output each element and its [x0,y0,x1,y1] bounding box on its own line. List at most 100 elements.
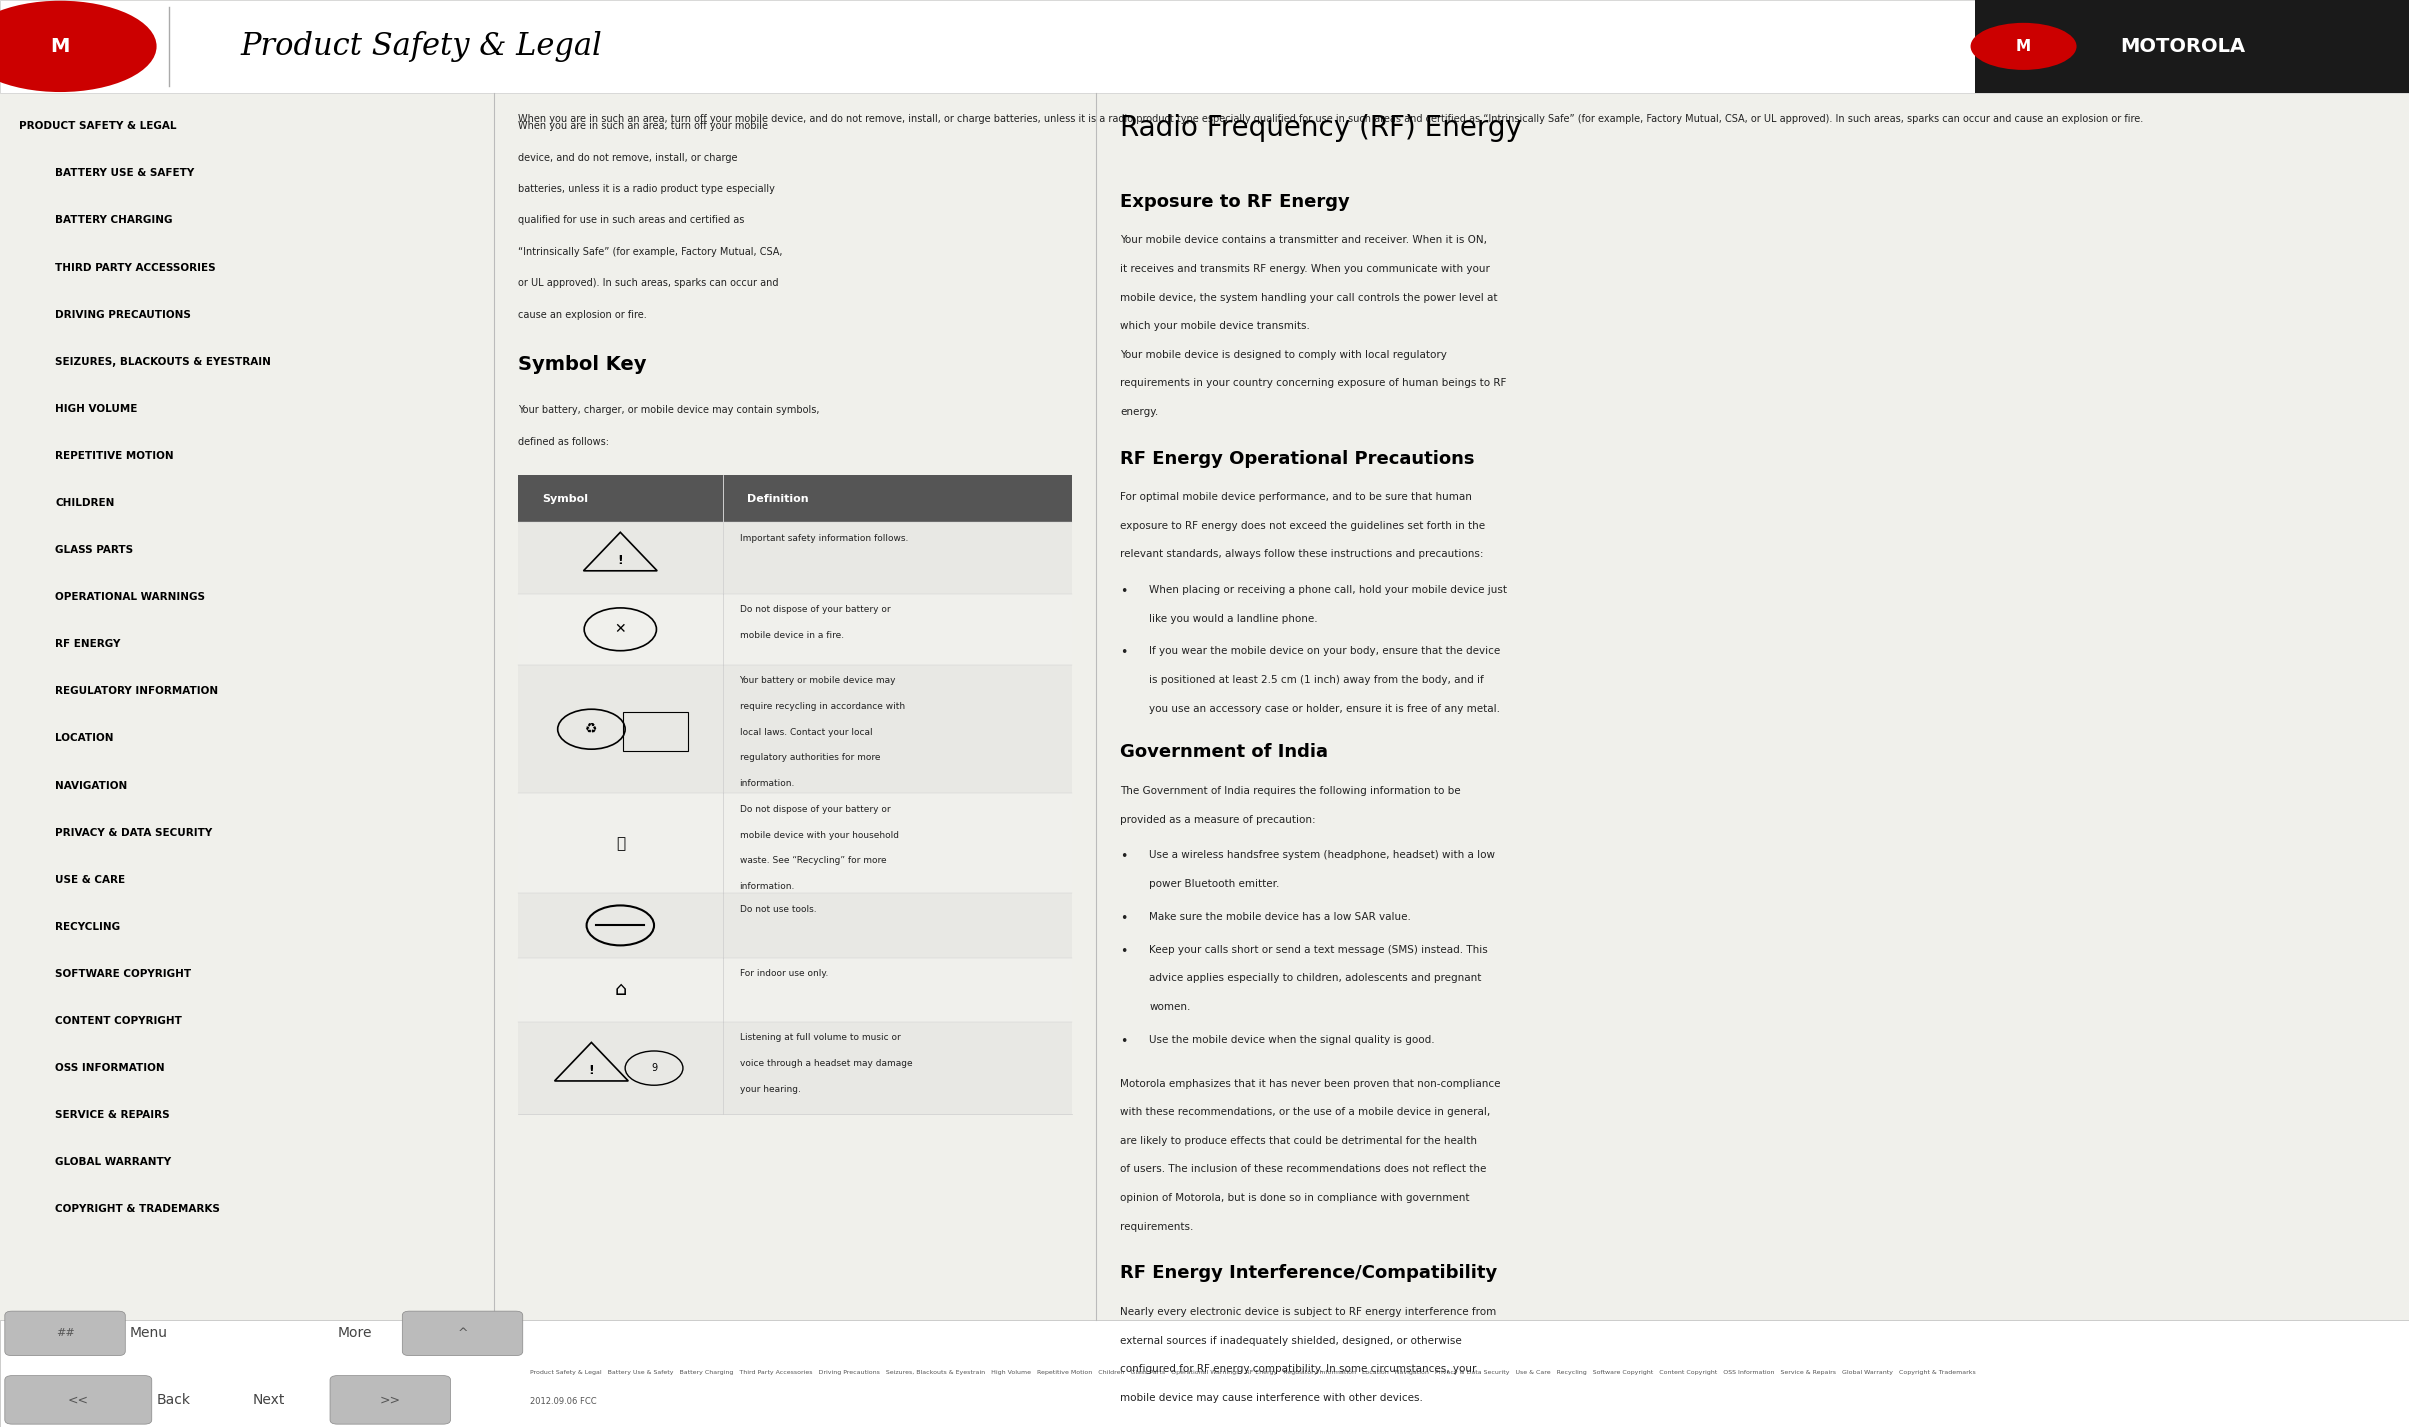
Text: RESTRICTED: RESTRICTED [985,291,1183,422]
Text: ^: ^ [458,1327,467,1340]
Text: it receives and transmits RF energy. When you communicate with your: it receives and transmits RF energy. Whe… [1120,264,1491,274]
Text: When you are in such an area, turn off your mobile device, and do not remove, in: When you are in such an area, turn off y… [518,114,2144,124]
Text: Product Safety & Legal: Product Safety & Legal [241,31,602,61]
Text: 9: 9 [650,1063,658,1073]
Ellipse shape [1971,23,2077,70]
Text: Do not use tools.: Do not use tools. [740,905,817,913]
Text: More: More [337,1326,371,1340]
Text: Motorola emphasizes that it has never been proven that non-compliance: Motorola emphasizes that it has never be… [1120,1079,1501,1089]
Text: CONFIDENTIAL: CONFIDENTIAL [2052,709,2284,860]
Text: •: • [1120,850,1127,863]
Text: ##: ## [55,1329,75,1339]
Bar [518,594,1072,665]
Text: RESTRICTED: RESTRICTED [2069,291,2267,422]
Text: •: • [1120,945,1127,958]
Text: Your mobile device contains a transmitter and receiver. When it is ON,: Your mobile device contains a transmitte… [1120,235,1486,245]
Text: RESTRICTED: RESTRICTED [263,291,460,422]
Text: THIRD PARTY ACCESSORIES: THIRD PARTY ACCESSORIES [55,263,217,273]
Text: Back: Back [157,1393,190,1407]
Text: provided as a measure of precaution:: provided as a measure of precaution: [1120,815,1315,825]
Text: mobile device, the system handling your call controls the power level at: mobile device, the system handling your … [1120,293,1498,303]
Text: CONFIDENTIAL: CONFIDENTIAL [1691,709,1922,860]
Text: MOTOROLA: MOTOROLA [993,509,1176,632]
Text: Important safety information follows.: Important safety information follows. [740,534,908,542]
Text: RESTRICTED: RESTRICTED [1347,291,1544,422]
Text: !: ! [588,1065,595,1077]
Text: defined as follows:: defined as follows: [518,437,609,447]
Text: MOTOROLA: MOTOROLA [2077,509,2260,632]
Text: RF ENERGY: RF ENERGY [55,639,120,649]
Text: regulatory authorities for more: regulatory authorities for more [740,753,879,762]
Text: The Government of India requires the following information to be: The Government of India requires the fol… [1120,786,1460,796]
Text: CONFIDENTIAL: CONFIDENTIAL [246,709,477,860]
Bar [0,0,2409,93]
Bar [518,793,1072,893]
Text: Your battery or mobile device may: Your battery or mobile device may [740,676,896,685]
Text: •: • [1120,585,1127,598]
Text: mobile device with your household: mobile device with your household [740,831,899,839]
Text: CONFIDENTIAL: CONFIDENTIAL [968,709,1200,860]
Text: DRIVING PRECAUTIONS: DRIVING PRECAUTIONS [55,310,190,320]
Text: RESTRICTED: RESTRICTED [624,291,821,422]
Text: REGULATORY INFORMATION: REGULATORY INFORMATION [55,686,219,696]
Text: require recycling in accordance with: require recycling in accordance with [740,702,906,711]
Text: Your battery, charger, or mobile device may contain symbols,: Your battery, charger, or mobile device … [518,405,819,415]
Text: device, and do not remove, install, or charge: device, and do not remove, install, or c… [518,153,737,163]
Text: batteries, unless it is a radio product type especially: batteries, unless it is a radio product … [518,184,776,194]
Text: Keep your calls short or send a text message (SMS) instead. This: Keep your calls short or send a text mes… [1149,945,1489,955]
Text: GLOBAL WARRANTY: GLOBAL WARRANTY [55,1157,171,1167]
Text: >>: >> [381,1393,400,1407]
Bar [518,522,1072,594]
Bar [518,958,1072,1022]
Text: you use an accessory case or holder, ensure it is free of any metal.: you use an accessory case or holder, ens… [1149,704,1501,714]
Bar [518,1022,1072,1114]
Text: •: • [1120,646,1127,659]
Bar [518,475,1072,522]
Text: women.: women. [1149,1002,1190,1012]
Text: Symbol: Symbol [542,494,588,504]
Text: BATTERY USE & SAFETY: BATTERY USE & SAFETY [55,168,195,178]
Text: is positioned at least 2.5 cm (1 inch) away from the body, and if: is positioned at least 2.5 cm (1 inch) a… [1149,675,1484,685]
Text: ⌂: ⌂ [614,980,626,999]
Text: MOTOROLA: MOTOROLA [1354,509,1537,632]
Text: qualified for use in such areas and certified as: qualified for use in such areas and cert… [518,215,744,225]
Text: SEIZURES, BLACKOUTS & EYESTRAIN: SEIZURES, BLACKOUTS & EYESTRAIN [55,357,272,367]
Text: CONTENT COPYRIGHT: CONTENT COPYRIGHT [55,1016,183,1026]
Text: MOTOROLA: MOTOROLA [2120,37,2245,56]
Text: BATTERY CHARGING: BATTERY CHARGING [55,215,173,225]
Text: exposure to RF energy does not exceed the guidelines set forth in the: exposure to RF energy does not exceed th… [1120,521,1486,531]
Text: Use the mobile device when the signal quality is good.: Use the mobile device when the signal qu… [1149,1035,1436,1045]
Bar [1975,0,2409,93]
Text: RECYCLING: RECYCLING [55,922,120,932]
Text: OPERATIONAL WARNINGS: OPERATIONAL WARNINGS [55,592,205,602]
Text: PRIVACY & DATA SECURITY: PRIVACY & DATA SECURITY [55,828,212,838]
Text: SERVICE & REPAIRS: SERVICE & REPAIRS [55,1110,171,1120]
Text: Exposure to RF Energy: Exposure to RF Energy [1120,193,1349,211]
Text: Do not dispose of your battery or: Do not dispose of your battery or [740,805,891,813]
Text: Product Safety & Legal   Battery Use & Safety   Battery Charging   Third Party A: Product Safety & Legal Battery Use & Saf… [530,1370,1975,1376]
Text: Next: Next [253,1393,284,1407]
Text: ✕: ✕ [614,622,626,636]
Bar [518,665,1072,793]
Text: Government of India: Government of India [1120,743,1327,762]
Text: M: M [2016,39,2031,54]
Text: Symbol Key: Symbol Key [518,355,646,374]
Text: COPYRIGHT & TRADEMARKS: COPYRIGHT & TRADEMARKS [55,1204,219,1214]
Text: !: ! [617,554,624,567]
Text: requirements.: requirements. [1120,1222,1192,1232]
Text: RF Energy Interference/Compatibility: RF Energy Interference/Compatibility [1120,1264,1498,1283]
Text: REPETITIVE MOTION: REPETITIVE MOTION [55,451,173,461]
Text: RF Energy Operational Precautions: RF Energy Operational Precautions [1120,450,1474,468]
Text: PRODUCT SAFETY & LEGAL: PRODUCT SAFETY & LEGAL [19,121,176,131]
Text: your hearing.: your hearing. [740,1085,800,1093]
Text: MOTOROLA: MOTOROLA [631,509,814,632]
Text: 2012.09.06 FCC: 2012.09.06 FCC [530,1397,597,1406]
Text: When placing or receiving a phone call, hold your mobile device just: When placing or receiving a phone call, … [1149,585,1508,595]
Text: information.: information. [740,779,795,788]
Text: Use a wireless handsfree system (headphone, headset) with a low: Use a wireless handsfree system (headpho… [1149,850,1496,860]
FancyBboxPatch shape [330,1376,450,1424]
Text: <<: << [67,1393,89,1407]
Text: requirements in your country concerning exposure of human beings to RF: requirements in your country concerning … [1120,378,1506,388]
Text: or UL approved). In such areas, sparks can occur and: or UL approved). In such areas, sparks c… [518,278,778,288]
Text: cause an explosion or fire.: cause an explosion or fire. [518,310,646,320]
